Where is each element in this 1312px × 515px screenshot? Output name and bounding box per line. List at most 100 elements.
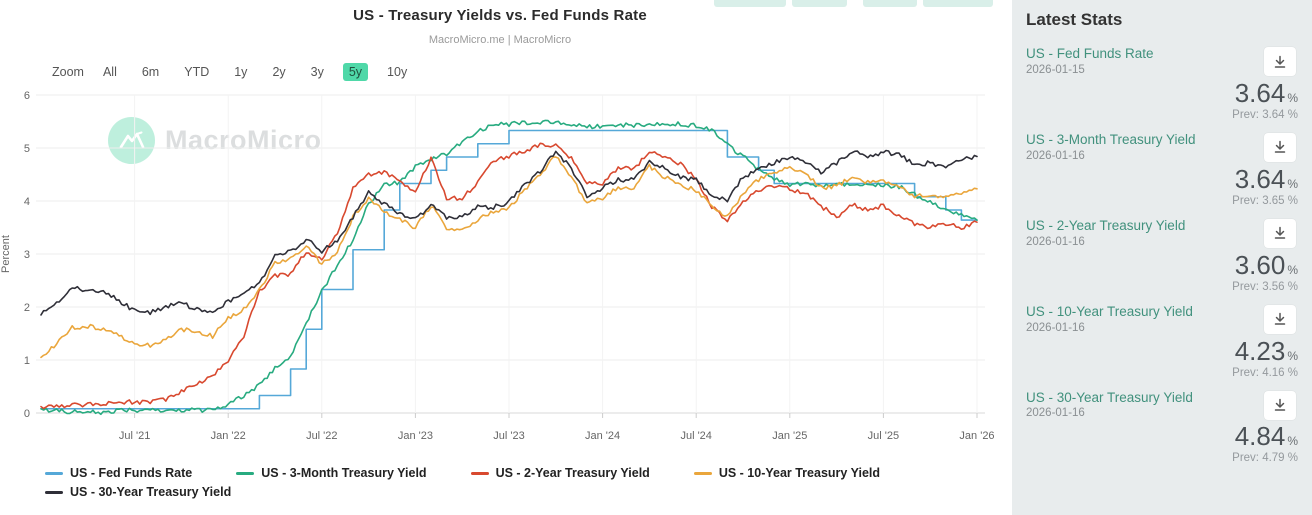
stat-prev: Prev: 3.65 %	[1232, 194, 1298, 207]
legend-item[interactable]: US - 10-Year Treasury Yield	[693, 466, 881, 480]
zoom-label: Zoom	[52, 65, 84, 79]
stat-value: 4.84	[1234, 421, 1286, 452]
stat-value: 4.23	[1234, 335, 1286, 366]
x-tick-label: Jan '23	[398, 430, 433, 442]
download-button[interactable]	[1264, 390, 1296, 420]
line-chart-plot-area[interactable]: 0 1 2 3 4 5 6 Jul '21 Jan '22 Jul '22 Jan '23 Jul '…	[0, 85, 1000, 455]
stat-prev: Prev: 4.16 %	[1232, 366, 1298, 379]
y-tick-label: 0	[24, 408, 30, 420]
range-button-1y[interactable]: 1y	[234, 65, 248, 79]
range-button-5y[interactable]: 5y	[342, 63, 369, 81]
series-line	[40, 156, 978, 359]
x-tick-label: Jul '25	[868, 430, 899, 442]
stat-value: 3.64	[1234, 163, 1286, 194]
stat-series-name[interactable]: US - 2-Year Treasury Yield	[1026, 217, 1186, 233]
x-tick-label: Jul '21	[119, 430, 150, 442]
range-buttons: All 6m YTD 1y 2y 3y 5y 10y	[97, 63, 413, 81]
stat-value-row: 3.60%	[1026, 252, 1298, 278]
legend-marker-icon	[470, 471, 489, 475]
x-tick-label: Jan '24	[585, 430, 620, 442]
stat-series-name[interactable]: US - Fed Funds Rate	[1026, 46, 1154, 61]
macromicro-logo-icon	[108, 117, 155, 164]
legend-label: US - 2-Year Treasury Yield	[495, 466, 650, 480]
stat-block: US - 2-Year Treasury Yield 2026-01-16 3.60…	[1026, 218, 1298, 293]
legend-marker-icon	[693, 471, 712, 475]
watermark: MacroMicro	[108, 117, 322, 164]
stat-unit: %	[1287, 348, 1298, 363]
stat-date: 2026-01-16	[1026, 149, 1085, 162]
x-tick-label: Jul '22	[306, 430, 337, 442]
range-button-10y[interactable]: 10y	[387, 65, 408, 79]
stat-series-name[interactable]: US - 3-Month Treasury Yield	[1026, 131, 1196, 147]
range-button-6m[interactable]: 6m	[141, 65, 160, 79]
cropped-top-button[interactable]	[714, 0, 786, 7]
y-tick-label: 2	[24, 302, 30, 314]
range-button-2y[interactable]: 2y	[272, 65, 286, 79]
series-line	[40, 129, 978, 410]
download-button[interactable]	[1264, 132, 1296, 162]
y-tick-label: 1	[24, 355, 30, 367]
legend-label: US - 10-Year Treasury Yield	[718, 466, 881, 480]
y-tick-label: 4	[24, 196, 30, 208]
download-button[interactable]	[1264, 218, 1296, 248]
legend-marker-icon	[236, 471, 255, 475]
stat-date: 2026-01-16	[1026, 407, 1085, 420]
stat-unit: %	[1287, 90, 1298, 105]
stat-block: US - Fed Funds Rate 2026-01-15 3.64% Prev: …	[1026, 46, 1298, 121]
x-tick-label: Jul '24	[680, 430, 711, 442]
stat-value-row: 3.64%	[1026, 166, 1298, 192]
download-icon	[1274, 55, 1286, 68]
stat-unit: %	[1287, 262, 1298, 277]
legend-item[interactable]: US - Fed Funds Rate	[45, 466, 192, 480]
download-icon	[1274, 141, 1286, 154]
x-tick-label: Jan '26	[959, 430, 994, 442]
y-tick-label: 3	[24, 249, 30, 261]
legend-label: US - 3-Month Treasury Yield	[261, 466, 427, 480]
x-tick-label: Jan '25	[772, 430, 807, 442]
stat-series-name[interactable]: US - 10-Year Treasury Yield	[1026, 303, 1193, 319]
stat-block: US - 30-Year Treasury Yield 2026-01-16 4.8…	[1026, 390, 1298, 465]
legend-item[interactable]: US - 30-Year Treasury Yield	[45, 485, 231, 499]
legend-item[interactable]: US - 2-Year Treasury Yield	[470, 466, 650, 480]
cropped-top-button[interactable]	[923, 0, 993, 7]
watermark-text: MacroMicro	[165, 125, 322, 155]
download-icon	[1274, 312, 1286, 325]
download-button[interactable]	[1264, 304, 1296, 334]
y-tick-label: 5	[24, 143, 30, 155]
download-icon	[1274, 398, 1286, 411]
x-tick-label: Jan '22	[211, 430, 246, 442]
chart-title: US - Treasury Yields vs. Fed Funds Rate	[353, 7, 647, 24]
range-button-all[interactable]: All	[102, 65, 117, 79]
stats-list: US - Fed Funds Rate 2026-01-15 3.64% Prev: …	[1026, 46, 1298, 464]
stat-block: US - 10-Year Treasury Yield 2026-01-16 4.2…	[1026, 304, 1298, 379]
series-line	[40, 142, 978, 410]
latest-stats-sidebar: Latest Stats US - Fed Funds Rate 2026-01-…	[1012, 0, 1312, 515]
range-button-ytd[interactable]: YTD	[184, 65, 210, 79]
stat-series-name[interactable]: US - 30-Year Treasury Yield	[1026, 389, 1193, 405]
stat-value-row: 4.23%	[1026, 338, 1298, 364]
stat-prev: Prev: 3.56 %	[1232, 280, 1298, 293]
stat-prev: Prev: 4.79 %	[1232, 452, 1298, 465]
chart-legend: US - Fed Funds Rate US - 3-Month Treasury…	[45, 466, 975, 499]
stat-unit: %	[1287, 434, 1298, 449]
legend-marker-icon	[45, 471, 63, 475]
stat-value: 3.64	[1234, 77, 1286, 108]
stat-date: 2026-01-16	[1026, 235, 1085, 248]
y-tick-label: 6	[24, 90, 30, 102]
sidebar-title: Latest Stats	[1026, 10, 1123, 29]
legend-label: US - Fed Funds Rate	[70, 466, 193, 480]
download-button[interactable]	[1264, 47, 1296, 76]
stat-date: 2026-01-15	[1026, 63, 1085, 76]
range-button-3y[interactable]: 3y	[310, 65, 324, 79]
legend-label: US - 30-Year Treasury Yield	[70, 485, 232, 499]
legend-item[interactable]: US - 3-Month Treasury Yield	[236, 466, 427, 480]
cropped-top-button[interactable]	[792, 0, 847, 7]
stat-prev: Prev: 3.64 %	[1232, 108, 1298, 121]
stat-value-row: 4.84%	[1026, 423, 1298, 449]
legend-marker-icon	[45, 490, 63, 494]
stat-value-row: 3.64%	[1026, 80, 1298, 106]
cropped-top-button[interactable]	[863, 0, 917, 7]
x-tick-label: Jul '23	[493, 430, 524, 442]
stat-date: 2026-01-16	[1026, 321, 1085, 334]
